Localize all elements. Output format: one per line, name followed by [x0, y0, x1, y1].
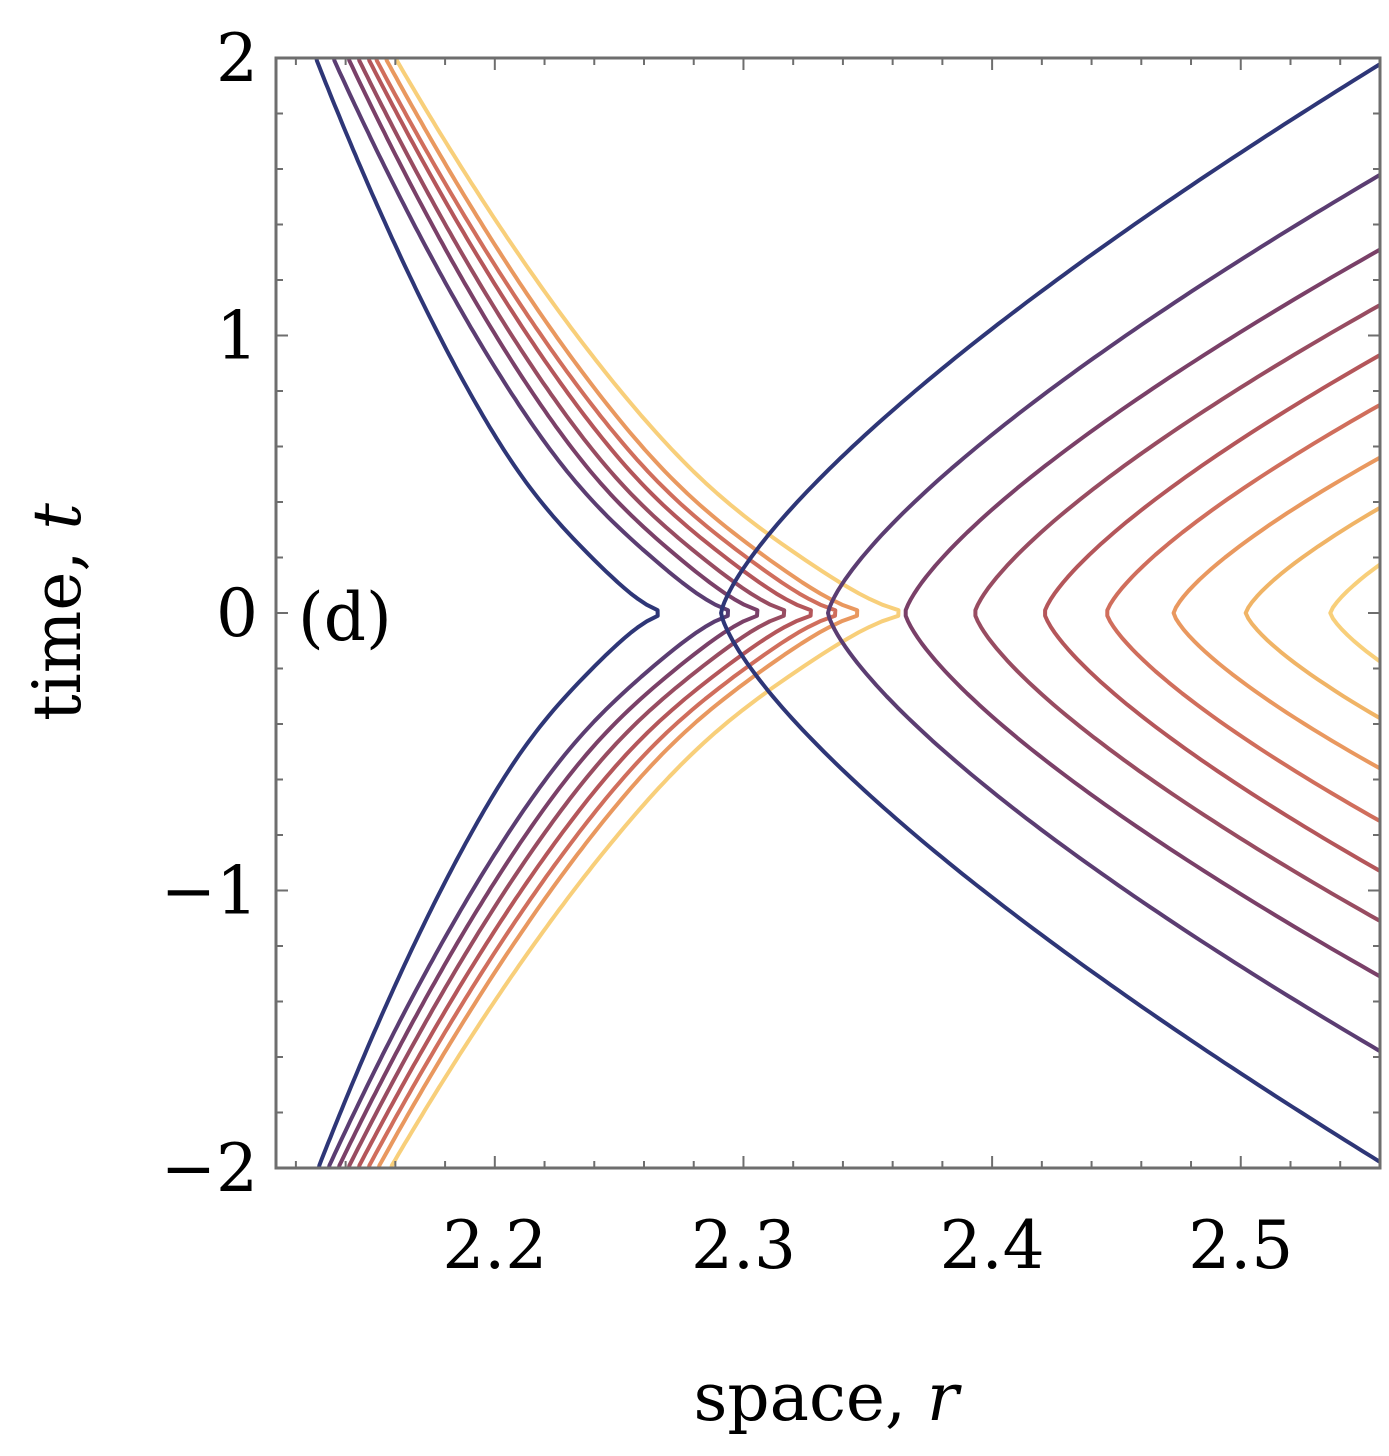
axis-tick-labels: 2.2 2.3 2.4 2.5 2 1 0 −1 −2: [161, 20, 1294, 1284]
left-contour-level-2: [326, 58, 730, 1168]
right-contour-level-8: [1243, 505, 1380, 721]
y-tick-label: 2: [216, 20, 258, 97]
panel-label: (d): [298, 579, 392, 656]
y-tick-label: −2: [161, 1130, 258, 1207]
right-contour-level-7: [1171, 455, 1380, 771]
x-tick-label: 2.3: [691, 1207, 796, 1284]
right-contour-level-4: [973, 302, 1380, 924]
y-axis-label: time, t: [19, 503, 96, 721]
left-contour-level-8: [389, 58, 901, 1168]
right-contour-level-3: [903, 247, 1380, 979]
y-tick-label: 0: [216, 575, 258, 652]
left-contour-level-1: [314, 58, 660, 1168]
right-contour-level-9: [1328, 561, 1380, 665]
left-contour-level-3: [336, 58, 760, 1168]
x-axis-label: space, r: [693, 1359, 961, 1436]
x-tick-label: 2.2: [442, 1207, 547, 1284]
right-contour-level-6: [1105, 402, 1380, 824]
right-contour-level-2: [826, 172, 1380, 1054]
right-contour-level-1: [719, 61, 1380, 1165]
right-contour-level-5: [1043, 352, 1380, 874]
left-contour-level-5: [356, 58, 813, 1168]
left-contour-level-4: [346, 58, 787, 1168]
axis-ticks: [276, 57, 1380, 1169]
left-contour-level-7: [376, 58, 860, 1168]
x-tick-label: 2.5: [1188, 1207, 1293, 1284]
left-contour-level-6: [366, 58, 838, 1168]
y-tick-label: 1: [216, 298, 258, 375]
contour-lines: [314, 58, 1380, 1168]
x-tick-label: 2.4: [940, 1207, 1045, 1284]
y-tick-label: −1: [161, 853, 258, 930]
